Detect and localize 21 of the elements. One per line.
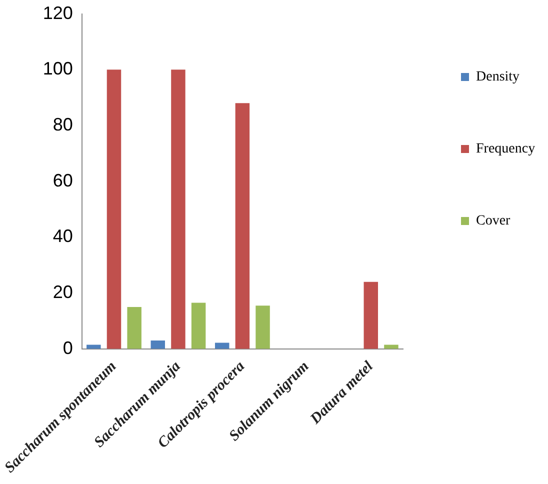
y-tick-label: 120	[42, 2, 73, 23]
bar	[86, 344, 101, 349]
y-tick-label: 40	[52, 226, 73, 246]
bar	[256, 306, 270, 349]
y-tick-label: 0	[62, 338, 73, 358]
bar	[127, 307, 142, 349]
bar	[150, 340, 165, 349]
y-tick-label: 100	[42, 58, 73, 79]
y-tick-label: 80	[52, 114, 73, 134]
bar	[235, 103, 250, 349]
y-tick-label: 60	[52, 170, 73, 190]
bar	[191, 302, 206, 349]
legend-label: Density	[476, 70, 520, 85]
legend-label: Frequency	[476, 142, 536, 157]
y-tick-label: 20	[52, 282, 73, 302]
bar	[364, 282, 378, 349]
bar	[106, 70, 122, 349]
bar	[171, 70, 186, 349]
legend-label: Cover	[476, 214, 511, 229]
bar	[214, 342, 230, 349]
bar	[384, 344, 398, 349]
